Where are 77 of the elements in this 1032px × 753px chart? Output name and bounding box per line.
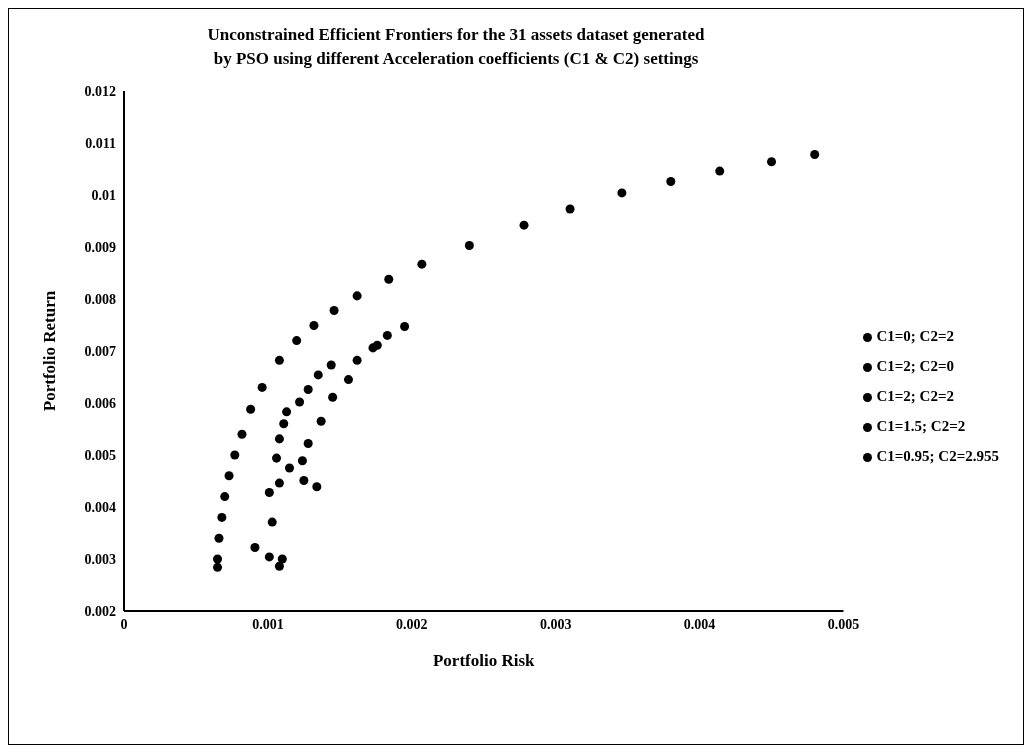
x-tick-label: 0.003	[539, 616, 572, 632]
y-tick-label: 0.011	[85, 135, 116, 151]
y-tick-label: 0.012	[84, 83, 116, 99]
point	[267, 517, 277, 527]
x-tick-label: 0.002	[396, 616, 428, 632]
point	[274, 355, 284, 365]
point	[767, 157, 777, 167]
y-tick-label: 0.009	[84, 239, 116, 255]
y-tick-label: 0.008	[84, 291, 116, 307]
legend-label: C1=0; C2=2	[876, 328, 954, 344]
point	[299, 475, 309, 485]
point	[292, 336, 302, 346]
point	[303, 439, 313, 449]
point	[274, 478, 284, 488]
legend-label: C1=0.95; C2=2.955	[876, 448, 999, 464]
y-tick-label: 0.004	[84, 499, 116, 515]
point	[352, 291, 362, 301]
point	[312, 482, 322, 492]
point	[277, 554, 287, 564]
x-tick-label: 0.005	[827, 616, 860, 632]
point	[295, 397, 305, 407]
point	[272, 453, 282, 463]
point	[715, 166, 725, 176]
point	[382, 330, 392, 340]
y-tick-label: 0.003	[84, 551, 116, 567]
point	[284, 463, 294, 473]
y-tick-label: 0.01	[91, 187, 116, 203]
point	[565, 204, 575, 214]
legend-label: C1=2; C2=0	[876, 358, 954, 374]
point	[316, 416, 326, 426]
point	[214, 533, 224, 543]
point	[519, 220, 529, 230]
point	[303, 384, 313, 394]
point	[220, 492, 230, 502]
point	[246, 404, 256, 414]
point	[328, 392, 338, 402]
y-tick-label: 0.002	[84, 603, 116, 619]
point	[464, 240, 474, 250]
point	[274, 434, 284, 444]
point	[279, 419, 289, 429]
point	[343, 375, 353, 385]
point	[313, 370, 323, 380]
y-tick-label: 0.005	[84, 447, 116, 463]
point	[257, 382, 267, 392]
point	[264, 552, 274, 562]
chart-title: Unconstrained Efficient Frontiers for the 31 assets dataset generated by PSO using different Acceleration coefficients (C1 & C2) settings	[206, 24, 706, 70]
point	[237, 429, 247, 439]
point	[417, 259, 427, 269]
x-axis-title: Portfolio Risk	[432, 651, 536, 670]
point	[384, 274, 394, 284]
point	[666, 176, 676, 186]
point	[352, 355, 362, 365]
point	[213, 554, 223, 564]
point	[297, 456, 307, 466]
point	[368, 343, 378, 353]
point	[250, 543, 260, 553]
point	[217, 512, 227, 522]
point	[224, 471, 234, 481]
point	[329, 305, 339, 315]
point	[230, 450, 240, 460]
point	[810, 149, 820, 159]
point	[274, 561, 284, 571]
y-tick-label: 0.006	[84, 395, 116, 411]
point	[264, 487, 274, 497]
legend-label: C1=1.5; C2=2	[876, 418, 966, 434]
point	[309, 321, 319, 331]
x-tick-label: 0.004	[683, 616, 716, 632]
point	[400, 322, 410, 332]
legend-label: C1=2; C2=2	[876, 388, 954, 404]
y-axis-title: Portfolio Return	[40, 290, 60, 412]
x-tick-label: 0.001	[252, 616, 284, 632]
point	[617, 188, 627, 198]
point	[213, 562, 223, 572]
x-tick-label: 0	[120, 616, 128, 632]
point	[282, 407, 292, 417]
point	[326, 360, 336, 370]
y-tick-label: 0.007	[84, 343, 116, 359]
